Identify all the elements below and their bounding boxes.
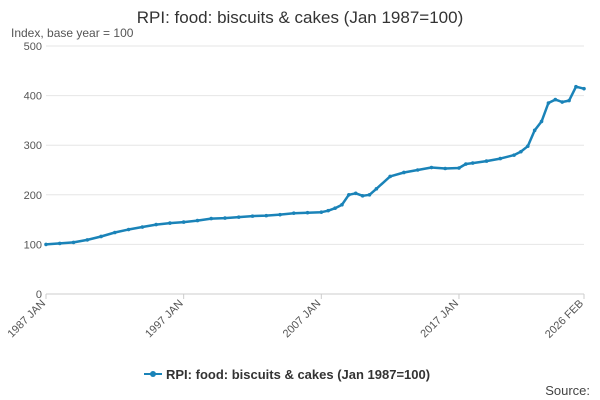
data-point[interactable] (223, 216, 227, 220)
data-point[interactable] (305, 210, 310, 215)
data-point[interactable] (236, 215, 241, 219)
data-point[interactable] (209, 216, 213, 221)
legend-label: RPI: food: biscuits & cakes (Jan 1987=10… (166, 367, 430, 382)
source-label: Source: (545, 383, 590, 398)
x-tick-label: 1997 JAN (143, 298, 186, 341)
data-point[interactable] (464, 162, 468, 166)
data-point[interactable] (85, 238, 90, 242)
data-point[interactable] (181, 220, 186, 224)
data-point[interactable] (519, 149, 523, 154)
data-point[interactable] (367, 193, 372, 197)
x-tick-label: 2026 FEB (543, 298, 586, 341)
data-point[interactable] (512, 153, 516, 157)
x-tick-label: 2017 JAN (418, 298, 461, 341)
data-point[interactable] (326, 208, 330, 213)
data-point[interactable] (250, 214, 255, 218)
data-point[interactable] (99, 234, 103, 239)
legend[interactable]: RPI: food: biscuits & cakes (Jan 1987=10… (144, 367, 430, 382)
data-point[interactable] (539, 119, 544, 124)
data-point[interactable] (126, 227, 131, 232)
data-point[interactable] (415, 168, 420, 172)
x-axis-ticks: 1987 JAN 1997 JAN 2007 JAN 2017 JAN 2026 FEB (5, 293, 586, 341)
data-point[interactable] (360, 193, 365, 198)
data-point[interactable] (140, 225, 145, 229)
data-point[interactable] (574, 84, 578, 89)
data-point[interactable] (374, 187, 379, 191)
data-point[interactable] (470, 161, 475, 165)
data-point[interactable] (402, 170, 406, 175)
series-layer (44, 84, 586, 247)
data-point[interactable] (57, 241, 62, 246)
data-point[interactable] (347, 193, 351, 197)
data-point[interactable] (484, 159, 489, 163)
data-point[interactable] (195, 218, 200, 223)
data-point[interactable] (429, 165, 434, 170)
data-point[interactable] (340, 202, 344, 207)
data-point[interactable] (532, 128, 537, 133)
y-tick-label: 100 (24, 239, 42, 251)
gridlines (46, 45, 584, 295)
data-point[interactable] (546, 101, 551, 105)
chart-title: RPI: food: biscuits & cakes (Jan 1987=10… (137, 8, 464, 27)
y-tick-label: 400 (24, 91, 42, 103)
y-tick-label: 0 (36, 289, 42, 301)
data-point[interactable] (567, 98, 571, 103)
data-point[interactable] (264, 213, 269, 218)
y-tick-label: 500 (24, 41, 42, 53)
y-axis-ticks: 0 100 200 300 400 500 (24, 41, 42, 301)
data-point[interactable] (291, 211, 296, 215)
data-point[interactable] (154, 222, 158, 227)
data-point[interactable] (168, 221, 172, 225)
data-point[interactable] (457, 166, 461, 170)
y-tick-label: 200 (24, 190, 42, 202)
legend-dot-marker (150, 371, 156, 377)
series-line[interactable] (45, 85, 585, 246)
x-tick-label: 2007 JAN (281, 298, 324, 341)
data-point[interactable] (353, 191, 358, 196)
data-point[interactable] (553, 97, 558, 102)
y-tick-label: 300 (24, 140, 42, 152)
data-point[interactable] (498, 156, 503, 161)
data-point[interactable] (388, 174, 392, 179)
data-point[interactable] (278, 212, 282, 217)
data-point[interactable] (443, 166, 447, 171)
data-point[interactable] (113, 230, 117, 235)
data-point[interactable] (582, 86, 586, 91)
data-point[interactable] (560, 100, 565, 104)
data-point[interactable] (333, 206, 337, 210)
data-point[interactable] (44, 242, 48, 247)
data-point[interactable] (525, 144, 530, 148)
x-tick-label: 1987 JAN (5, 298, 48, 341)
data-point[interactable] (71, 240, 76, 245)
y-axis-unit-label: Index, base year = 100 (11, 26, 134, 40)
data-point[interactable] (319, 210, 324, 214)
